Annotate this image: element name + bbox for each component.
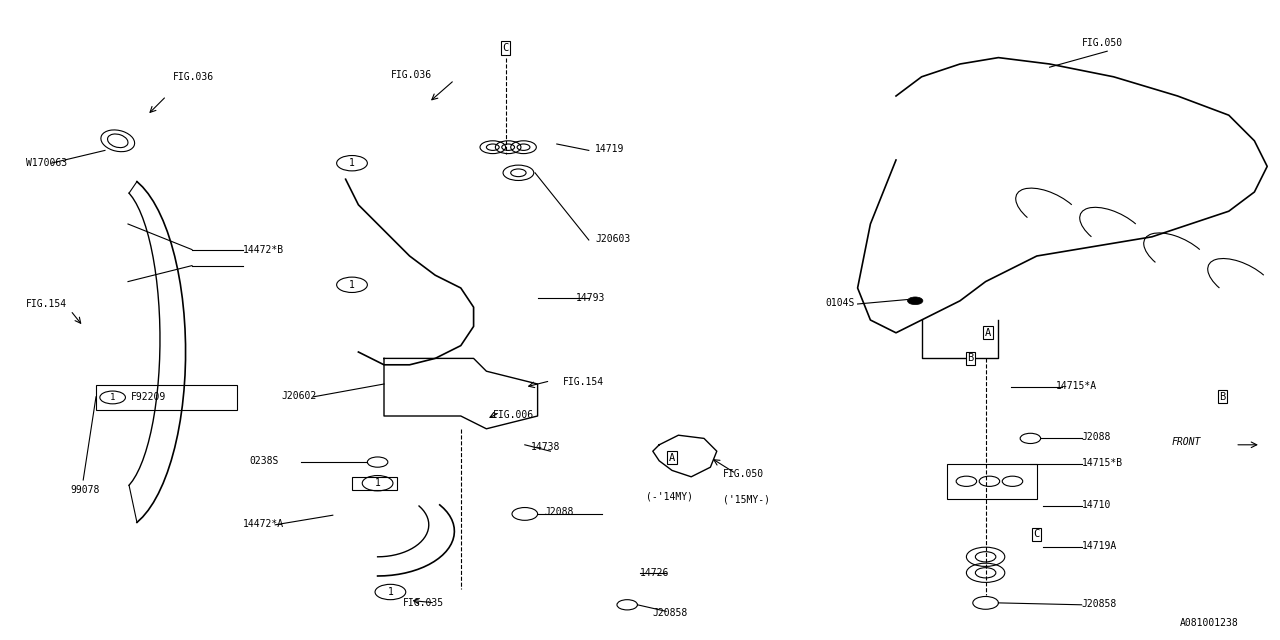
Bar <box>947 464 1037 499</box>
Text: 1: 1 <box>349 280 355 290</box>
Text: 1: 1 <box>349 158 355 168</box>
Text: 14472*B: 14472*B <box>243 245 284 255</box>
Text: J20602: J20602 <box>282 390 317 401</box>
Text: B: B <box>968 353 973 364</box>
Text: F92209: F92209 <box>131 392 166 403</box>
Text: 14738: 14738 <box>531 442 561 452</box>
Text: 99078: 99078 <box>70 485 100 495</box>
Text: C: C <box>503 43 508 53</box>
Text: J20603: J20603 <box>595 234 631 244</box>
Text: FIG.154: FIG.154 <box>563 378 604 387</box>
Text: J20858: J20858 <box>653 608 689 618</box>
Text: FIG.036: FIG.036 <box>390 70 431 80</box>
Text: C: C <box>1034 529 1039 540</box>
Text: J20858: J20858 <box>1082 599 1117 609</box>
Text: FIG.006: FIG.006 <box>493 410 534 420</box>
Text: FIG.050: FIG.050 <box>723 468 764 479</box>
Text: 1: 1 <box>110 393 115 402</box>
Text: 0238S: 0238S <box>250 456 279 466</box>
Text: 14472*A: 14472*A <box>243 518 284 529</box>
Circle shape <box>908 297 923 305</box>
Text: 14793: 14793 <box>576 293 605 303</box>
Text: (-'14MY): (-'14MY) <box>646 492 694 501</box>
Text: FIG.036: FIG.036 <box>173 72 214 82</box>
Text: 1: 1 <box>388 587 393 597</box>
Text: A081001238: A081001238 <box>1180 618 1239 628</box>
Text: 14715*A: 14715*A <box>1056 381 1097 391</box>
Text: 14719A: 14719A <box>1082 541 1117 551</box>
Text: B: B <box>1220 392 1225 402</box>
Text: W170063: W170063 <box>26 159 67 168</box>
Text: A: A <box>986 328 991 338</box>
Text: J2088: J2088 <box>544 507 573 517</box>
Bar <box>96 385 237 410</box>
Text: 14710: 14710 <box>1082 500 1111 509</box>
Text: ('15MY-): ('15MY-) <box>723 495 771 504</box>
Text: FRONT: FRONT <box>1171 437 1201 447</box>
Text: 14726: 14726 <box>640 568 669 578</box>
Text: A: A <box>669 452 675 463</box>
Text: FIG.154: FIG.154 <box>26 300 67 309</box>
Text: FIG.050: FIG.050 <box>1082 38 1123 48</box>
Text: 1: 1 <box>375 478 380 488</box>
Text: 14719: 14719 <box>595 145 625 154</box>
Text: J2088: J2088 <box>1082 433 1111 442</box>
Text: FIG.035: FIG.035 <box>403 598 444 608</box>
Text: 14715*B: 14715*B <box>1082 458 1123 468</box>
Text: 0104S: 0104S <box>826 298 855 308</box>
Bar <box>352 477 397 490</box>
